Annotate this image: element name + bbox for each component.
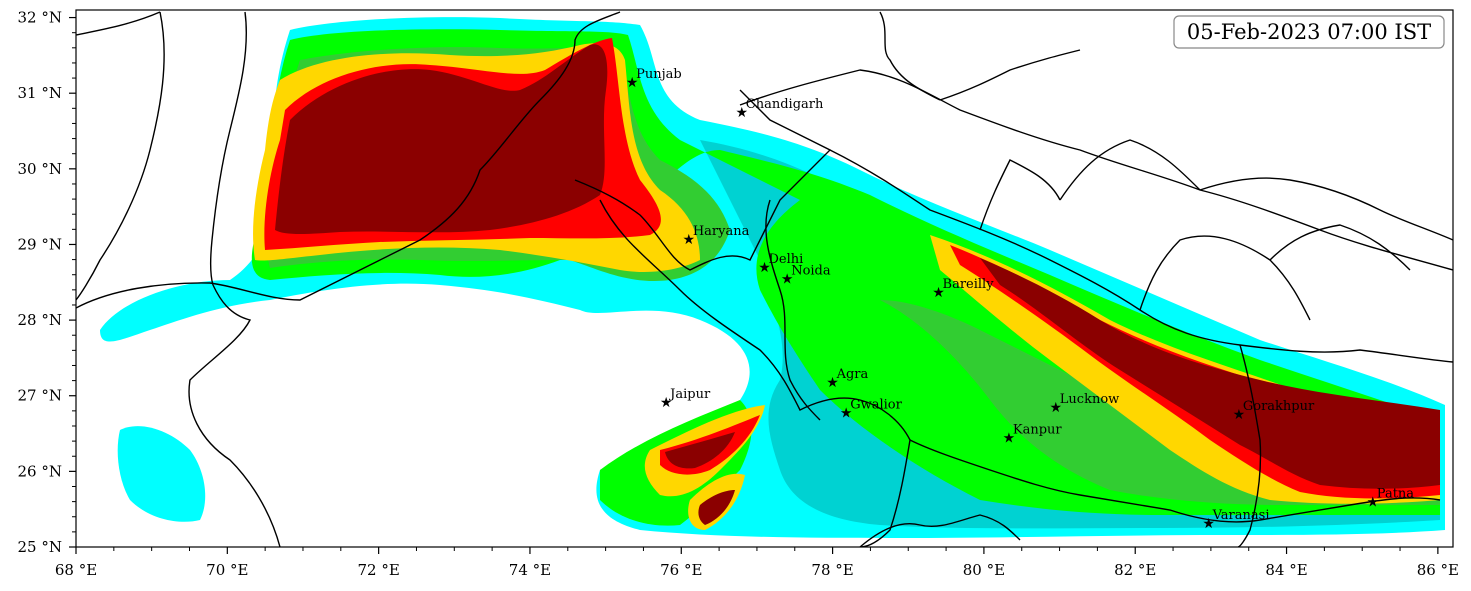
y-tick-label: 27 °N: [18, 387, 62, 405]
y-tick-label: 31 °N: [18, 84, 62, 102]
city-star-marker: ★: [781, 272, 794, 288]
city-label: Kanpur: [1013, 422, 1063, 437]
city-star-marker: ★: [1050, 400, 1063, 416]
city-label: Chandigarh: [746, 97, 824, 112]
city-label: Haryana: [693, 224, 750, 239]
x-tick-label: 70 °E: [206, 561, 248, 579]
city-label: Gorakhpur: [1243, 399, 1315, 414]
fog-region-l1: [117, 426, 206, 522]
city-label: Agra: [836, 367, 869, 382]
city-markers: ★Punjab★Chandigarh★Haryana★Delhi★Noida★B…: [626, 67, 1414, 532]
boundary-north-1: [879, 11, 941, 101]
boundary-west-1: [76, 11, 621, 309]
boundary-haryana: [574, 89, 832, 271]
city-star-marker: ★: [758, 260, 771, 276]
fog-region-l7: [698, 490, 735, 525]
x-tick-label: 76 °E: [660, 561, 702, 579]
x-tick-label: 72 °E: [357, 561, 399, 579]
boundary-nepal-3: [1139, 235, 1311, 321]
city-star-marker: ★: [736, 105, 749, 121]
x-tick-label: 84 °E: [1265, 561, 1307, 579]
city-star-marker: ★: [683, 232, 696, 248]
boundary-up-west: [765, 199, 821, 421]
city-star-marker: ★: [840, 405, 853, 421]
y-tick-label: 30 °N: [18, 160, 62, 178]
fog-region-l7: [275, 44, 608, 234]
boundary-west-3: [76, 11, 165, 301]
x-tick-label: 68 °E: [55, 561, 97, 579]
city-label: Varanasi: [1212, 508, 1270, 523]
fog-region-l7: [665, 432, 735, 469]
axis-ticks: 68 °E 70 °E 72 °E 74 °E 76 °E 78 °E 80 °E 82 °E…: [18, 9, 1460, 579]
city-star-marker: ★: [1003, 430, 1016, 446]
y-tick-label: 32 °N: [18, 9, 62, 27]
x-tick-label: 86 °E: [1417, 561, 1459, 579]
city-label: Punjab: [636, 67, 682, 82]
boundary-west-2: [76, 11, 161, 36]
boundary-nepal-1: [979, 159, 1061, 231]
boundary-mp: [859, 514, 1021, 547]
boundary-rajasthan-east: [599, 199, 911, 547]
boundary-nepal-4: [1269, 224, 1411, 271]
x-tick-label: 82 °E: [1114, 561, 1156, 579]
timestamp-box: 05-Feb-2023 07:00 IST: [1173, 15, 1445, 49]
boundary-lines: [76, 11, 1453, 547]
city-label: Bareilly: [943, 277, 995, 292]
city-label: Delhi: [769, 252, 804, 267]
city-label: Gwalior: [850, 397, 902, 412]
y-tick-label: 26 °N: [18, 462, 62, 480]
boundary-west-4: [209, 11, 248, 286]
timestamp-label: 05-Feb-2023 07:00 IST: [1187, 20, 1431, 44]
city-label: Noida: [791, 264, 831, 279]
y-tick-label: 25 °N: [18, 538, 62, 556]
fog-region-l7: [980, 258, 1440, 489]
y-tick-label: 29 °N: [18, 235, 62, 253]
plot-frame: [75, 9, 1454, 548]
city-label: Patna: [1377, 487, 1415, 502]
city-star-marker: ★: [1367, 495, 1380, 511]
boundary-up-bihar: [1237, 344, 1262, 547]
boundary-rajasthan: [188, 284, 281, 547]
fog-contour-layers: [100, 17, 1445, 538]
city-star-marker: ★: [826, 375, 839, 391]
x-tick-label: 78 °E: [811, 561, 853, 579]
boundary-nepal-2: [1059, 139, 1201, 201]
boundary-nepal-5: [1199, 177, 1453, 241]
city-star-marker: ★: [932, 285, 945, 301]
y-tick-label: 28 °N: [18, 311, 62, 329]
city-star-marker: ★: [660, 395, 673, 411]
city-star-marker: ★: [1202, 516, 1215, 532]
plot-area: ★Punjab★Chandigarh★Haryana★Delhi★Noida★B…: [76, 10, 1453, 547]
city-label: Jaipur: [668, 387, 711, 402]
city-star-marker: ★: [626, 75, 639, 91]
city-star-marker: ★: [1233, 407, 1246, 423]
x-tick-label: 74 °E: [509, 561, 551, 579]
x-tick-label: 80 °E: [963, 561, 1005, 579]
boundary-up-south: [909, 439, 1441, 523]
timestamp-frame: [1173, 15, 1445, 49]
city-label: Lucknow: [1060, 392, 1120, 407]
boundary-north-2: [939, 49, 1081, 101]
